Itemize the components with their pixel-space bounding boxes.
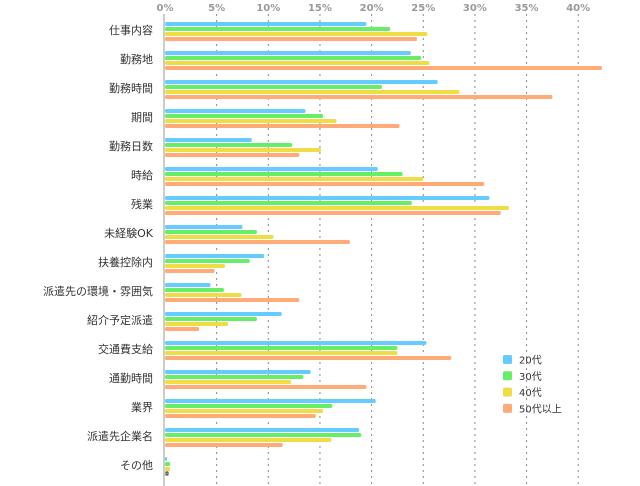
bar-50代以上 bbox=[165, 356, 452, 360]
legend-swatch bbox=[503, 355, 512, 364]
bar-20代 bbox=[165, 167, 378, 171]
bar-50代以上 bbox=[165, 269, 215, 273]
bar-30代 bbox=[165, 288, 224, 292]
bar-20代 bbox=[165, 254, 265, 258]
legend-swatch bbox=[503, 387, 512, 397]
bar-50代以上 bbox=[165, 66, 602, 70]
bar-50代以上 bbox=[165, 124, 400, 128]
bar-30代 bbox=[165, 56, 422, 60]
bar-40代 bbox=[165, 380, 292, 384]
bar-40代 bbox=[165, 90, 460, 94]
bar-40代 bbox=[165, 119, 337, 123]
x-tick-label: 0% bbox=[157, 3, 174, 14]
bar-30代 bbox=[165, 143, 293, 147]
category-label: 残業 bbox=[131, 197, 153, 211]
bar-40代 bbox=[165, 235, 274, 239]
bar-50代以上 bbox=[165, 95, 553, 99]
bar-40代 bbox=[165, 61, 430, 65]
bar-50代以上 bbox=[165, 298, 300, 302]
bar-30代 bbox=[165, 346, 398, 350]
bar-30代 bbox=[165, 317, 257, 321]
category-label: 通勤時間 bbox=[109, 372, 153, 385]
category-label: 業界 bbox=[131, 401, 153, 414]
bar-30代 bbox=[165, 433, 362, 437]
x-tick-label: 25% bbox=[411, 3, 435, 14]
bar-40代 bbox=[165, 264, 225, 268]
bar-30代 bbox=[165, 114, 324, 118]
bar-20代 bbox=[165, 399, 376, 403]
bar-30代 bbox=[165, 27, 391, 31]
category-label: 未経験OK bbox=[104, 226, 154, 240]
bar-40代 bbox=[165, 351, 398, 355]
bar-20代 bbox=[165, 80, 438, 84]
bar-40代 bbox=[165, 293, 242, 297]
bar-40代 bbox=[165, 148, 321, 152]
bar-20代 bbox=[165, 138, 252, 142]
bar-20代 bbox=[165, 457, 168, 461]
category-label: その他 bbox=[120, 459, 153, 472]
bar-30代 bbox=[165, 259, 250, 263]
bar-30代 bbox=[165, 201, 412, 205]
bar-20代 bbox=[165, 109, 306, 113]
bar-20代 bbox=[165, 225, 243, 229]
category-label: 時給 bbox=[131, 168, 153, 182]
bar-20代 bbox=[165, 283, 211, 287]
category-label: 交通費支給 bbox=[98, 342, 153, 356]
bar-40代 bbox=[165, 467, 171, 471]
bar-20代 bbox=[165, 428, 360, 432]
bar-20代 bbox=[165, 22, 367, 26]
bar-40代 bbox=[165, 438, 332, 442]
x-tick-label: 40% bbox=[566, 3, 590, 14]
category-label: 勤務地 bbox=[120, 52, 153, 66]
x-tick-label: 15% bbox=[308, 3, 332, 14]
category-label: 紹介予定派遣 bbox=[87, 313, 153, 327]
bar-40代 bbox=[165, 177, 424, 181]
legend-label: 30代 bbox=[519, 371, 542, 383]
legend-label: 50代以上 bbox=[519, 403, 562, 415]
category-label: 仕事内容 bbox=[109, 23, 153, 37]
bar-30代 bbox=[165, 85, 382, 89]
bar-30代 bbox=[165, 172, 403, 176]
bar-30代 bbox=[165, 375, 304, 379]
x-tick-label: 20% bbox=[360, 3, 384, 14]
bar-20代 bbox=[165, 370, 311, 374]
x-tick-label: 5% bbox=[208, 3, 225, 14]
legend-label: 20代 bbox=[519, 355, 542, 367]
bar-50代以上 bbox=[165, 182, 485, 186]
bar-40代 bbox=[165, 206, 509, 210]
legend-swatch bbox=[503, 371, 512, 381]
bar-50代以上 bbox=[165, 414, 316, 418]
bar-50代以上 bbox=[165, 37, 418, 41]
bar-50代以上 bbox=[165, 471, 169, 476]
category-label: 扶養控除内 bbox=[98, 255, 153, 269]
bar-30代 bbox=[165, 230, 257, 234]
x-tick-label: 35% bbox=[515, 3, 539, 14]
bar-30代 bbox=[165, 462, 171, 466]
bar-40代 bbox=[165, 322, 229, 326]
category-label: 勤務時間 bbox=[109, 81, 153, 95]
bar-20代 bbox=[165, 341, 427, 345]
category-label: 期間 bbox=[131, 111, 153, 124]
bar-50代以上 bbox=[165, 385, 367, 389]
bar-50代以上 bbox=[165, 443, 283, 447]
legend-label: 40代 bbox=[519, 387, 542, 399]
bar-40代 bbox=[165, 409, 324, 413]
bar-50代以上 bbox=[165, 240, 350, 244]
category-label: 勤務日数 bbox=[109, 139, 153, 153]
legend-swatch bbox=[503, 403, 512, 413]
bar-20代 bbox=[165, 312, 282, 316]
bar-50代以上 bbox=[165, 211, 501, 215]
bar-40代 bbox=[165, 32, 428, 36]
category-label: 派遣先企業名 bbox=[87, 429, 153, 443]
category-label: 派遣先の環境・雰囲気 bbox=[43, 284, 153, 298]
bar-50代以上 bbox=[165, 327, 200, 331]
x-tick-label: 30% bbox=[463, 3, 487, 14]
bar-20代 bbox=[165, 196, 490, 200]
x-tick-label: 10% bbox=[256, 3, 280, 14]
bar-20代 bbox=[165, 51, 411, 55]
bar-30代 bbox=[165, 404, 333, 408]
bar-50代以上 bbox=[165, 153, 300, 157]
